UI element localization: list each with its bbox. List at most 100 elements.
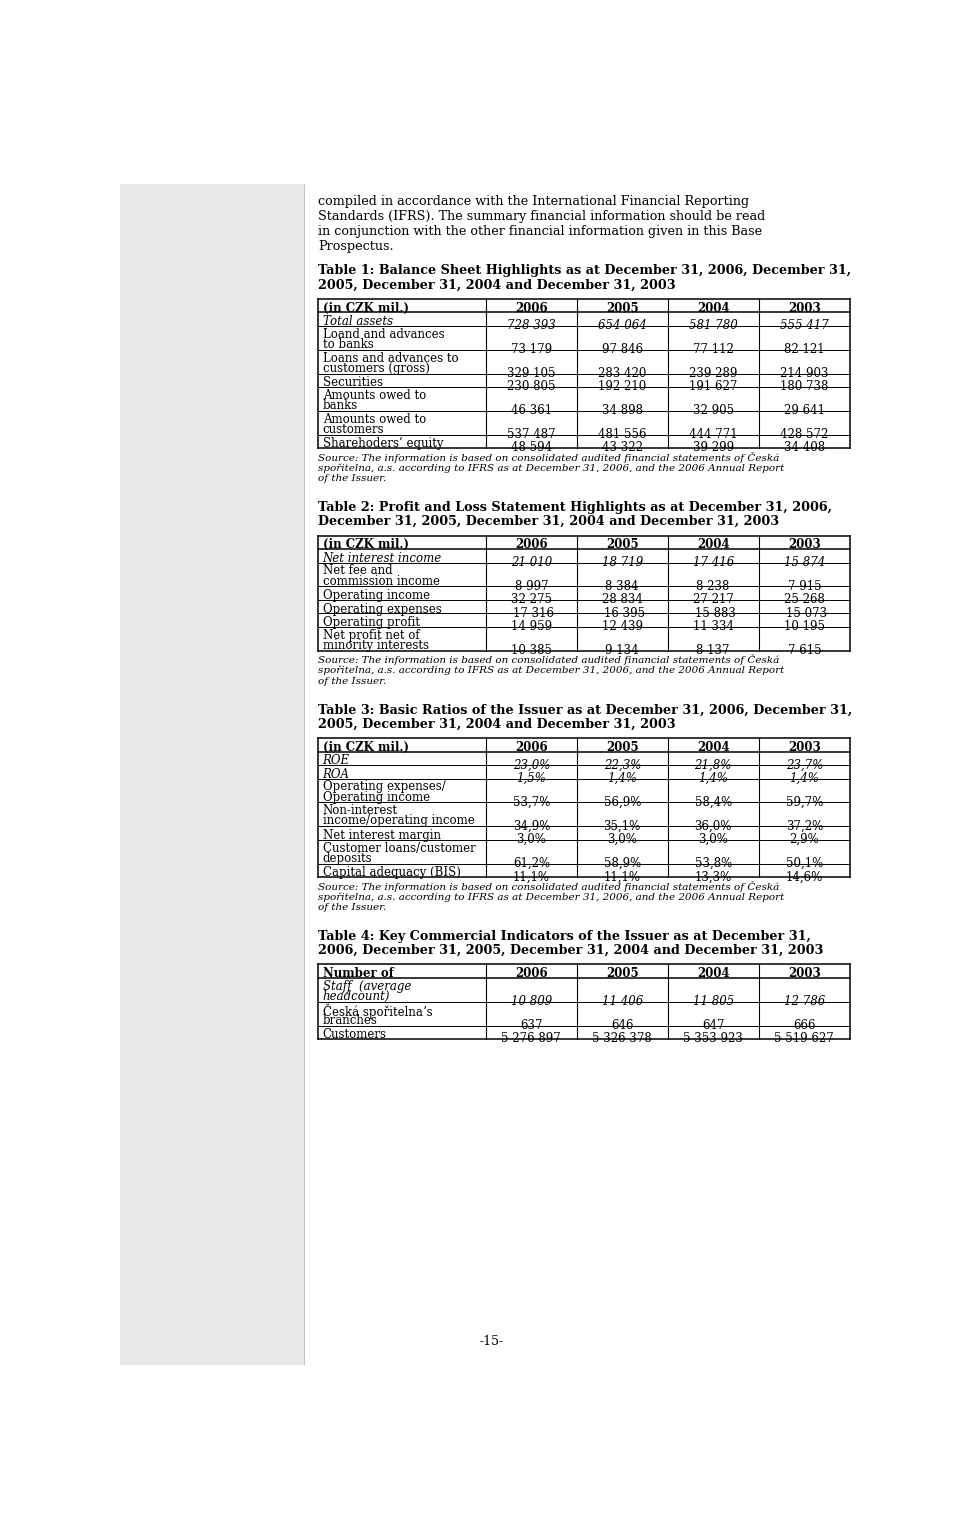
Text: 35,1%: 35,1% xyxy=(604,819,641,833)
Text: 27 217: 27 217 xyxy=(693,594,733,606)
Text: Non-interest: Non-interest xyxy=(323,804,397,818)
Text: customers (gross): customers (gross) xyxy=(323,362,429,374)
Text: 2003: 2003 xyxy=(788,741,821,753)
Text: Amounts owed to: Amounts owed to xyxy=(323,413,426,426)
Text: Table 4: Key Commercial Indicators of the Issuer as at December 31,: Table 4: Key Commercial Indicators of th… xyxy=(319,930,811,943)
Text: 2005: 2005 xyxy=(606,966,638,980)
Text: Capital adequacy (BIS): Capital adequacy (BIS) xyxy=(323,867,461,879)
Text: 21,8%: 21,8% xyxy=(694,758,732,772)
Text: -15 883: -15 883 xyxy=(690,606,735,620)
Text: Operating expenses/: Operating expenses/ xyxy=(323,781,445,793)
Text: 12 786: 12 786 xyxy=(783,996,825,1008)
Text: 3,0%: 3,0% xyxy=(516,833,546,845)
Text: commission income: commission income xyxy=(323,575,440,588)
Text: 13,3%: 13,3% xyxy=(694,870,732,884)
Text: 5 519 627: 5 519 627 xyxy=(775,1032,834,1046)
Text: Operating income: Operating income xyxy=(323,589,430,603)
Text: -17 316: -17 316 xyxy=(509,606,554,620)
Text: ROA: ROA xyxy=(323,767,349,781)
Text: 2,9%: 2,9% xyxy=(789,833,819,845)
Text: 637: 637 xyxy=(520,1019,542,1032)
Text: 36,0%: 36,0% xyxy=(694,819,732,833)
Text: branches: branches xyxy=(323,1014,377,1026)
Text: Standards (IFRS). The summary financial information should be read: Standards (IFRS). The summary financial … xyxy=(319,210,766,222)
Text: 43 322: 43 322 xyxy=(602,442,643,454)
Text: 29 641: 29 641 xyxy=(783,403,825,417)
Text: Customers: Customers xyxy=(323,1028,387,1042)
Text: 2006: 2006 xyxy=(515,741,547,753)
Text: 39 299: 39 299 xyxy=(692,442,733,454)
Text: -15-: -15- xyxy=(480,1335,504,1348)
Text: 2005, December 31, 2004 and December 31, 2003: 2005, December 31, 2004 and December 31,… xyxy=(319,718,676,730)
Text: 2006: 2006 xyxy=(515,302,547,314)
Text: 1,5%: 1,5% xyxy=(516,772,546,785)
Text: spořitelna, a.s. according to IFRS as at December 31, 2006, and the 2006 Annual : spořitelna, a.s. according to IFRS as at… xyxy=(319,463,784,472)
Text: spořitelna, a.s. according to IFRS as at December 31, 2006, and the 2006 Annual : spořitelna, a.s. according to IFRS as at… xyxy=(319,666,784,675)
Text: 5 276 897: 5 276 897 xyxy=(501,1032,562,1046)
Text: 22,3%: 22,3% xyxy=(604,758,641,772)
Text: (in CZK mil.): (in CZK mil.) xyxy=(323,302,409,314)
Text: Operating profit: Operating profit xyxy=(323,617,420,629)
Text: -15 073: -15 073 xyxy=(781,606,827,620)
Text: Table 2: Profit and Loss Statement Highlights as at December 31, 2006,: Table 2: Profit and Loss Statement Highl… xyxy=(319,502,832,514)
Text: banks: banks xyxy=(323,399,358,413)
Text: 7 615: 7 615 xyxy=(787,644,821,657)
Text: 23,0%: 23,0% xyxy=(513,758,550,772)
Text: 230 805: 230 805 xyxy=(507,380,556,393)
Text: 32 905: 32 905 xyxy=(692,403,733,417)
Text: 5 353 923: 5 353 923 xyxy=(684,1032,743,1046)
Text: Net fee and: Net fee and xyxy=(323,565,393,577)
Text: 329 105: 329 105 xyxy=(507,367,556,380)
Text: 59,7%: 59,7% xyxy=(785,796,823,808)
Text: 15 874: 15 874 xyxy=(783,555,825,569)
Text: Source: The information is based on consolidated audited financial statements of: Source: The information is based on cons… xyxy=(319,881,780,891)
Bar xyxy=(120,184,304,1365)
Text: Česká spořitelnaʼs: Česká spořitelnaʼs xyxy=(323,1003,432,1019)
Text: December 31, 2005, December 31, 2004 and December 31, 2003: December 31, 2005, December 31, 2004 and… xyxy=(319,515,780,528)
Text: 728 393: 728 393 xyxy=(507,319,556,331)
Text: ROE: ROE xyxy=(323,755,349,767)
Text: 239 289: 239 289 xyxy=(689,367,737,380)
Text: Net profit net of: Net profit net of xyxy=(323,629,420,641)
Text: 18 719: 18 719 xyxy=(602,555,643,569)
Text: 5 326 378: 5 326 378 xyxy=(592,1032,652,1046)
Text: headcount): headcount) xyxy=(323,989,390,1003)
Text: 444 771: 444 771 xyxy=(689,428,737,440)
Text: in conjunction with the other financial information given in this Base: in conjunction with the other financial … xyxy=(319,225,762,238)
Text: 8 137: 8 137 xyxy=(696,644,730,657)
Text: 58,4%: 58,4% xyxy=(694,796,732,808)
Text: 11,1%: 11,1% xyxy=(604,870,640,884)
Text: compiled in accordance with the International Financial Reporting: compiled in accordance with the Internat… xyxy=(319,195,750,209)
Text: 56,9%: 56,9% xyxy=(604,796,641,808)
Text: Amounts owed to: Amounts owed to xyxy=(323,390,426,402)
Text: 58,9%: 58,9% xyxy=(604,858,641,870)
Text: (in CZK mil.): (in CZK mil.) xyxy=(323,538,409,551)
Text: 53,7%: 53,7% xyxy=(513,796,550,808)
Text: Customer loans/customer: Customer loans/customer xyxy=(323,842,475,854)
Text: of the Issuer.: of the Issuer. xyxy=(319,676,387,686)
Text: 646: 646 xyxy=(611,1019,634,1032)
Text: 11 334: 11 334 xyxy=(693,620,733,634)
Text: Staff  (average: Staff (average xyxy=(323,980,411,992)
Text: 537 487: 537 487 xyxy=(507,428,556,440)
Text: 10 809: 10 809 xyxy=(511,996,552,1008)
Text: Source: The information is based on consolidated audited financial statements of: Source: The information is based on cons… xyxy=(319,453,780,463)
Text: 666: 666 xyxy=(793,1019,816,1032)
Text: 17 416: 17 416 xyxy=(692,555,733,569)
Text: 8 384: 8 384 xyxy=(606,580,639,592)
Text: Loand and advances: Loand and advances xyxy=(323,328,444,341)
Text: 10 385: 10 385 xyxy=(511,644,552,657)
Text: of the Issuer.: of the Issuer. xyxy=(319,904,387,913)
Text: 14,6%: 14,6% xyxy=(785,870,823,884)
Text: 8 997: 8 997 xyxy=(515,580,548,592)
Text: Operating expenses: Operating expenses xyxy=(323,603,442,615)
Text: 8 238: 8 238 xyxy=(696,580,730,592)
Text: (in CZK mil.): (in CZK mil.) xyxy=(323,741,409,753)
Text: 10 195: 10 195 xyxy=(783,620,825,634)
Text: 46 361: 46 361 xyxy=(511,403,552,417)
Text: Number of: Number of xyxy=(323,966,394,980)
Text: 2004: 2004 xyxy=(697,302,730,314)
Text: Securities: Securities xyxy=(323,376,383,390)
Text: 2005: 2005 xyxy=(606,741,638,753)
Text: 2004: 2004 xyxy=(697,538,730,551)
